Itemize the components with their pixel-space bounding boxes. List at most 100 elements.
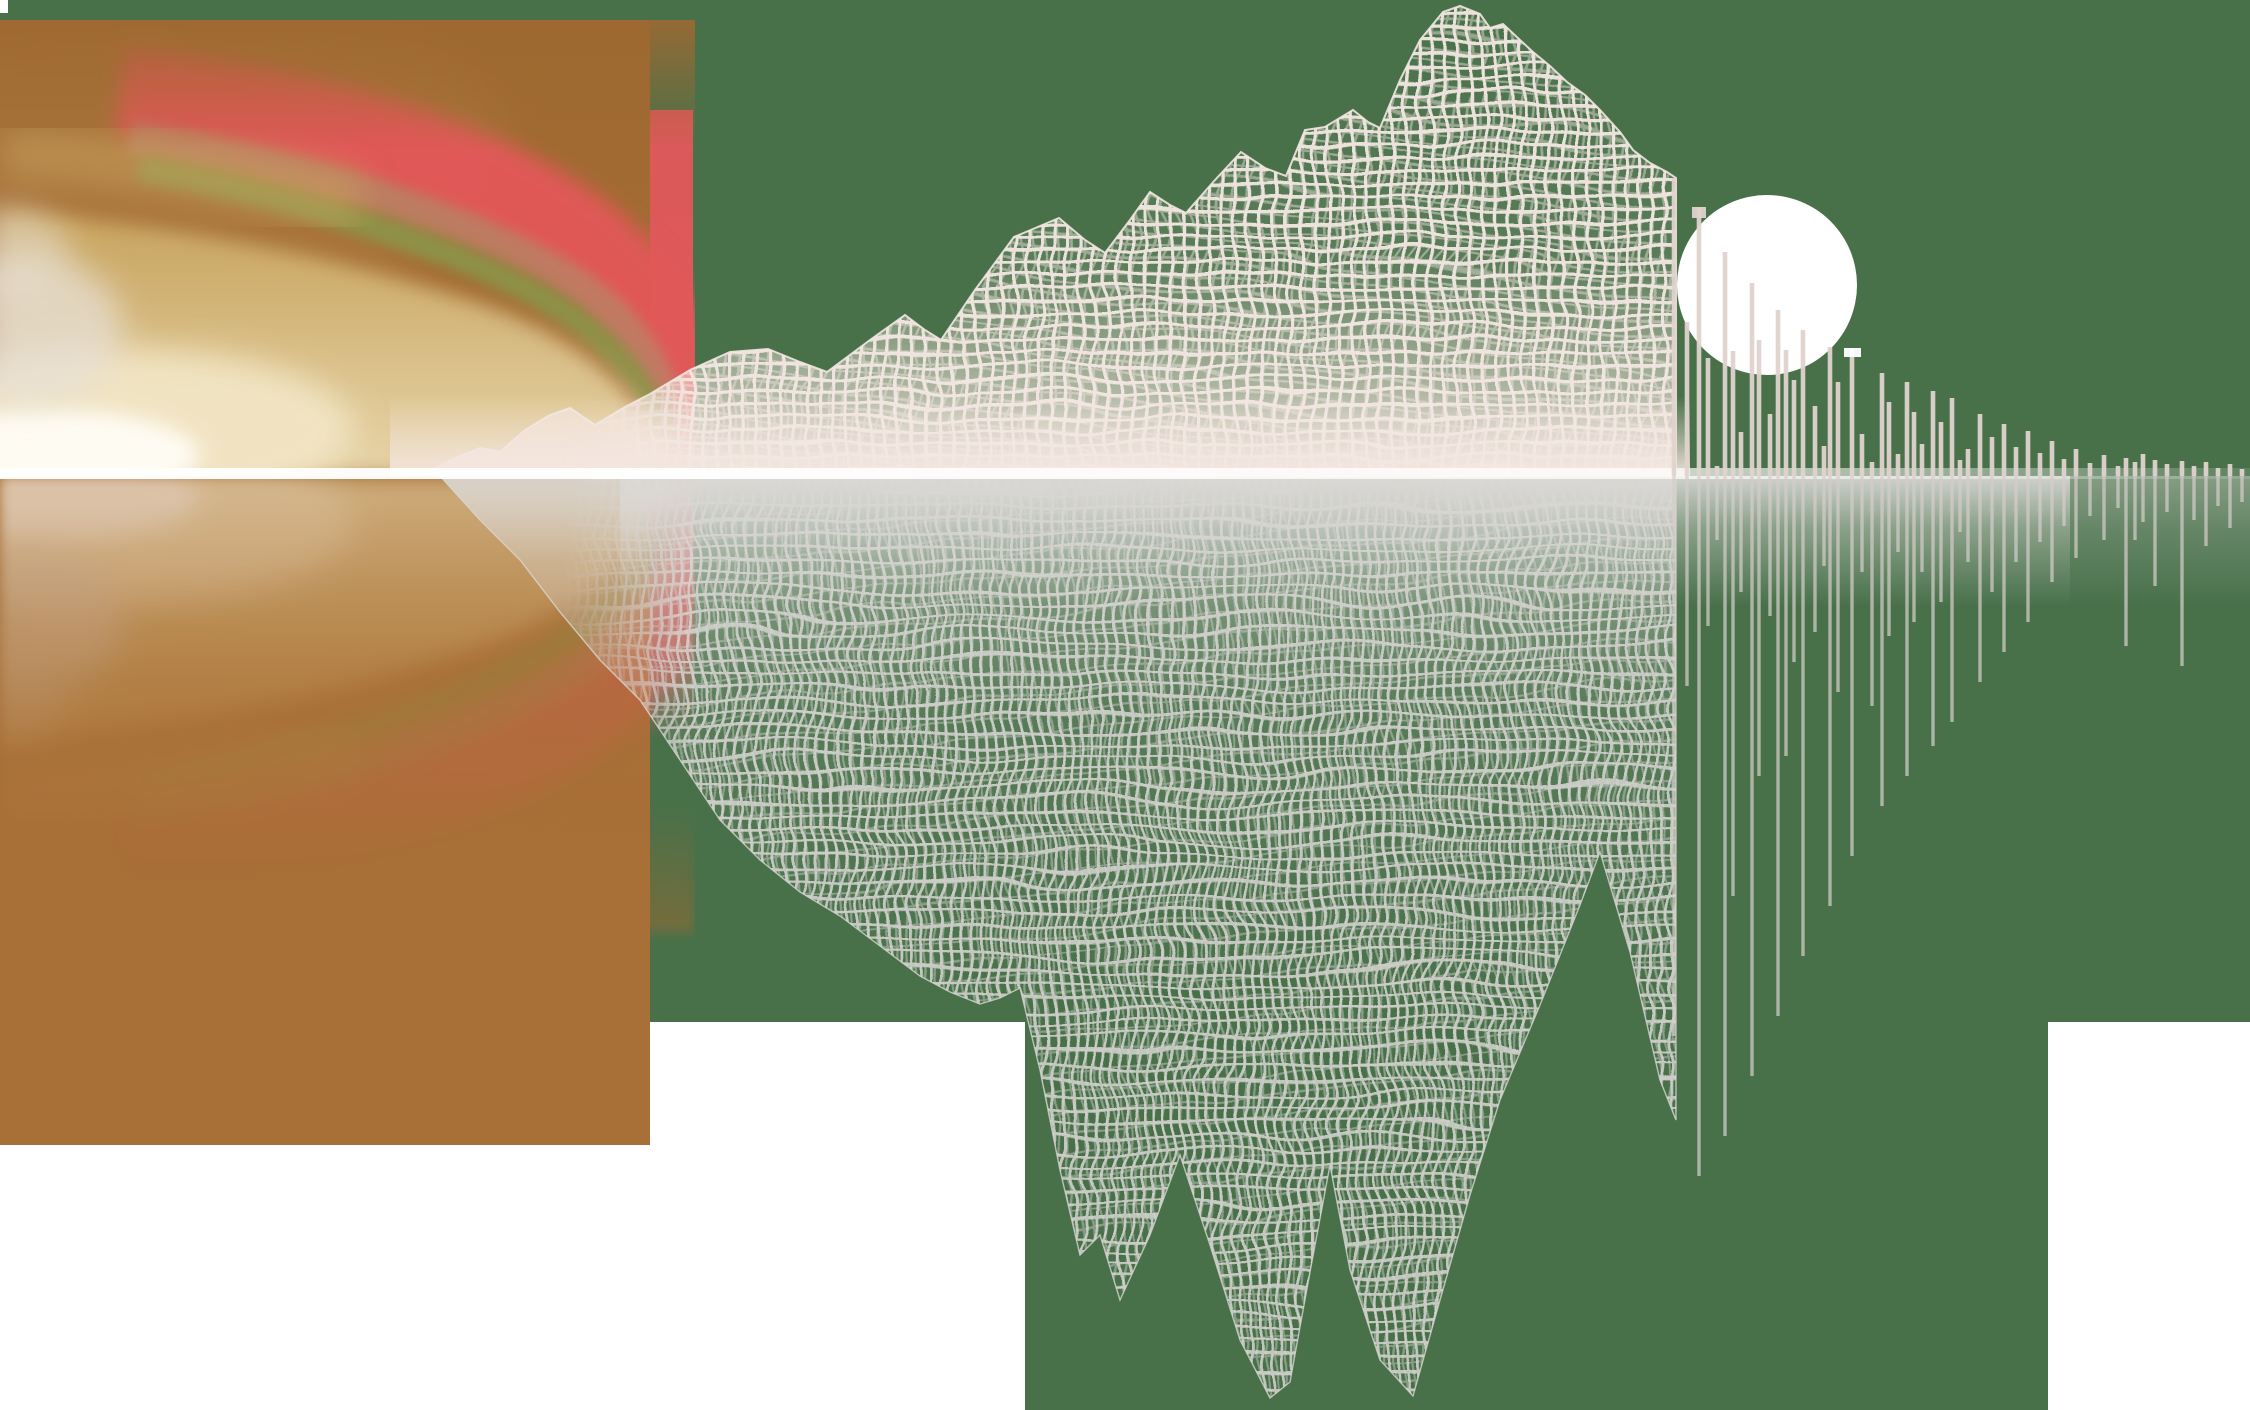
waveform-bar bbox=[1919, 444, 1925, 476]
waveform-bar bbox=[2132, 462, 2138, 476]
waveform-bar bbox=[1791, 380, 1797, 476]
waveform-bar bbox=[1920, 476, 1924, 572]
waveform-bar bbox=[1706, 476, 1710, 626]
waveform-bar bbox=[2115, 466, 2121, 476]
waveform-bar bbox=[2153, 476, 2157, 586]
horizon-glow-below-tail bbox=[2070, 476, 2250, 606]
waveform-bar bbox=[1756, 340, 1762, 476]
waveform-bar bbox=[1990, 476, 1994, 592]
waveform-bar bbox=[1776, 476, 1780, 1016]
waveform-bar bbox=[1749, 283, 1755, 476]
waveform-bar bbox=[2050, 476, 2054, 582]
waveform-bar bbox=[1850, 476, 1854, 856]
waveform-bar bbox=[1684, 322, 1690, 476]
waveform-bar bbox=[1911, 412, 1917, 476]
waveform-bar bbox=[1750, 476, 1754, 1076]
waveform-bar bbox=[2165, 476, 2169, 512]
waveform-bar bbox=[1989, 437, 1995, 476]
waveform-bar bbox=[2101, 455, 2107, 476]
waveform-bar bbox=[2087, 463, 2093, 476]
waveform-bar bbox=[2203, 462, 2209, 476]
waveform-bar bbox=[1801, 476, 1805, 956]
waveform-bar bbox=[2116, 476, 2120, 508]
corner-sliver bbox=[0, 0, 8, 13]
waveform-bar bbox=[2061, 459, 2067, 476]
horizon-line bbox=[0, 468, 2250, 479]
waveform-bar bbox=[1905, 476, 1909, 776]
waveform-bar bbox=[1730, 351, 1736, 476]
waveform-bar bbox=[1966, 476, 1970, 562]
waveform-bar bbox=[1731, 476, 1735, 896]
white-core bbox=[0, 409, 200, 476]
waveform-bar bbox=[2002, 476, 2006, 652]
waveform-bar bbox=[1723, 476, 1727, 1136]
waveform-bar bbox=[1904, 382, 1910, 476]
waveform-bar bbox=[1895, 454, 1901, 476]
waveform-bar bbox=[1822, 476, 1826, 566]
waveform-bar bbox=[1697, 476, 1701, 1176]
waveform-bar bbox=[2180, 476, 2184, 666]
waveform-bar bbox=[1685, 476, 1689, 686]
waveform-bar bbox=[1958, 476, 1962, 532]
waveform-bar bbox=[1813, 476, 1817, 632]
waveform-bar bbox=[1812, 406, 1818, 476]
waveform-bar bbox=[2074, 476, 2078, 558]
waveform-bar bbox=[2073, 449, 2079, 476]
waveform-bar bbox=[1965, 449, 1971, 476]
waveform-bar bbox=[1931, 476, 1935, 746]
waveform-bar bbox=[2227, 464, 2233, 476]
waveform-bar bbox=[1792, 476, 1796, 662]
waveform-bar bbox=[2102, 476, 2106, 540]
waveform-bar bbox=[2152, 460, 2158, 476]
waveform-bar bbox=[1978, 476, 1982, 682]
waveform-bar bbox=[1939, 476, 1943, 602]
waveform-bar bbox=[1879, 373, 1885, 476]
waveform-bar bbox=[1860, 476, 1864, 572]
waveform-bar bbox=[1705, 358, 1711, 476]
waveform-bar bbox=[2164, 464, 2170, 476]
waveform-bar bbox=[1768, 476, 1772, 616]
waveform-bar bbox=[1886, 402, 1892, 476]
waveform-bar bbox=[1887, 476, 1891, 636]
waveform-bars bbox=[1671, 178, 2245, 1176]
waveform-bar bbox=[1896, 476, 1900, 552]
waveform-bar bbox=[1950, 476, 1954, 722]
waveform-bar bbox=[1912, 476, 1916, 622]
waveform-bar bbox=[1784, 476, 1788, 756]
waveform-bar bbox=[2124, 476, 2128, 646]
waveform-bar bbox=[1738, 432, 1744, 476]
waveform-bar bbox=[1870, 476, 1874, 706]
waveform-bar bbox=[2026, 476, 2030, 622]
waveform-bar bbox=[2088, 476, 2092, 516]
waveform-bar bbox=[2240, 476, 2244, 502]
waveform-bar bbox=[2123, 458, 2129, 476]
waveform-bar bbox=[1800, 330, 1806, 476]
white-cutout-mid bbox=[650, 1022, 1025, 1410]
waveform-bar bbox=[2216, 476, 2220, 506]
waveform-bar bbox=[1671, 178, 1677, 476]
waveform-bar bbox=[1714, 466, 1720, 476]
waveform-bar bbox=[2014, 476, 2018, 562]
waveform-bar bbox=[1949, 398, 1955, 476]
waveform-bar bbox=[1696, 207, 1702, 476]
waveform-bar bbox=[1844, 348, 1861, 357]
waveform-bar bbox=[2239, 469, 2245, 476]
waveform-bar bbox=[2133, 476, 2137, 540]
waveform-bar bbox=[2215, 468, 2221, 476]
waveform-bar bbox=[1828, 476, 1832, 906]
waveform-bar bbox=[2204, 476, 2208, 546]
waveform-bar bbox=[1836, 476, 1840, 692]
waveform-bar bbox=[1827, 347, 1833, 476]
waveform-bar bbox=[1880, 476, 1884, 806]
waveform-bar bbox=[1930, 391, 1936, 476]
waveform-bar bbox=[2038, 476, 2042, 542]
smoke-plume bbox=[0, 20, 695, 476]
waveform-bar bbox=[1957, 460, 1963, 476]
sun-circle bbox=[1677, 195, 1857, 375]
waveform-bar bbox=[1859, 434, 1865, 476]
white-cutout-left bbox=[0, 1145, 650, 1410]
waveform-bar bbox=[2140, 454, 2146, 476]
reflection-fade bbox=[0, 500, 650, 1145]
